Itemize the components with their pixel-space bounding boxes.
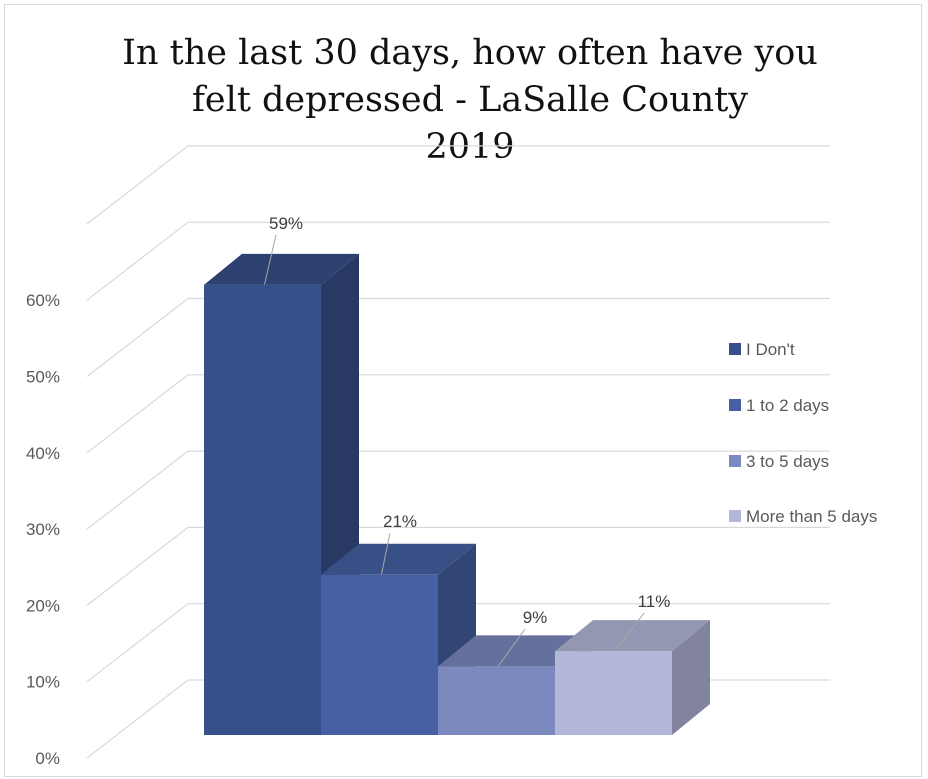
y-tick-label: 60% xyxy=(26,291,60,310)
chart-title-line-3: 2019 xyxy=(425,127,515,167)
legend-label: 1 to 2 days xyxy=(746,396,829,415)
gridline-depth xyxy=(86,450,189,530)
chart-title: In the last 30 days, how often have you … xyxy=(0,30,928,171)
chart-title-line-2: felt depressed - LaSalle County xyxy=(191,80,749,120)
data-label: 11% xyxy=(638,592,671,611)
y-tick-label: 0% xyxy=(35,749,60,768)
legend-label: More than 5 days xyxy=(746,507,877,526)
y-tick-label: 50% xyxy=(26,368,60,387)
legend-swatch xyxy=(729,399,741,411)
legend-swatch xyxy=(729,510,741,522)
data-label: 59% xyxy=(269,214,303,233)
bar-top xyxy=(321,543,476,575)
legend-label: I Don't xyxy=(746,340,795,359)
y-tick-label: 10% xyxy=(26,673,60,692)
gridline-depth xyxy=(86,221,189,301)
y-tick-label: 20% xyxy=(26,596,60,615)
chart-title-line-1: In the last 30 days, how often have you xyxy=(122,33,818,73)
gridline-depth xyxy=(86,679,189,759)
bar-top xyxy=(204,253,359,285)
legend-swatch xyxy=(729,343,741,355)
gridline-depth xyxy=(86,526,189,606)
data-label-leader xyxy=(498,628,526,667)
legend-swatch xyxy=(729,455,741,467)
gridline-depth xyxy=(86,298,189,377)
data-label-leader xyxy=(264,234,277,285)
y-tick-label: 30% xyxy=(26,520,60,539)
data-label: 21% xyxy=(383,512,417,531)
gridline-depth xyxy=(86,145,189,225)
bar xyxy=(438,666,555,735)
bar xyxy=(321,574,438,735)
gridline-depth xyxy=(86,374,189,454)
y-tick-label: 40% xyxy=(26,444,60,463)
bar xyxy=(555,651,672,735)
bar-top xyxy=(555,620,710,652)
bar xyxy=(204,284,321,735)
bar-top xyxy=(438,635,593,667)
legend-label: 3 to 5 days xyxy=(746,452,829,471)
data-label-leader xyxy=(615,612,645,651)
gridline-depth xyxy=(86,603,189,683)
data-label-leader xyxy=(381,532,391,575)
data-label: 9% xyxy=(523,608,548,627)
bar-side xyxy=(672,620,710,735)
